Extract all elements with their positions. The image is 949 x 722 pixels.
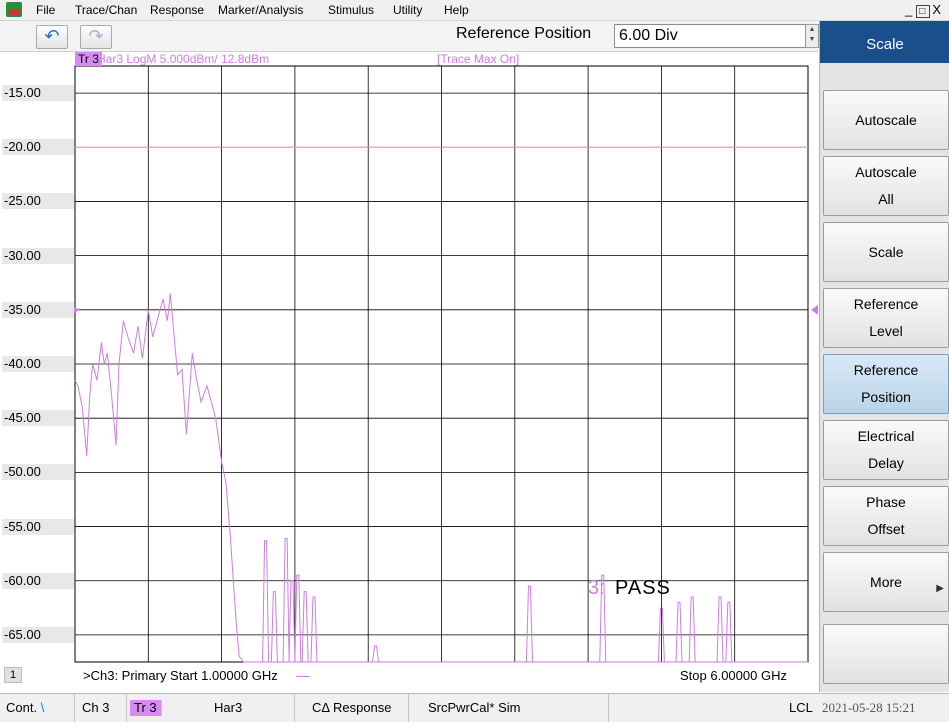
minimize-icon[interactable]: _ <box>905 2 915 17</box>
status-measurement: Har3 <box>214 694 295 722</box>
trace-spur <box>294 574 302 663</box>
status-datetime: 2021-05-28 15:21 <box>822 700 916 715</box>
trace-max-indicator: [Trace Max On] <box>437 52 520 66</box>
reference-position-value: 6.00 Div <box>619 27 678 44</box>
softkey-label: Scale <box>868 243 904 260</box>
trace-spur <box>675 601 683 663</box>
menu-utility[interactable]: Utility <box>393 3 423 17</box>
reference-position-input[interactable]: 6.00 Div <box>614 24 806 48</box>
y-tick-label: -40.00 <box>2 356 74 372</box>
trace-legend-line <box>296 676 310 677</box>
phase-offset-button[interactable]: Phase Offset <box>823 486 949 546</box>
trace-badge[interactable]: Tr 3 <box>75 52 102 66</box>
softkey-label: More <box>870 573 902 590</box>
restore-icon[interactable]: □ <box>916 5 931 18</box>
softkey-panel: Scale Autoscale Autoscale All Scale Refe… <box>819 21 949 692</box>
y-tick-label: -20.00 <box>2 139 74 156</box>
toolbar: ↶ ↷ Reference Position 6.00 Div ▲ ▼ <box>0 21 819 52</box>
softkey-label: Autoscale All <box>855 164 917 207</box>
status-response: CΔ Response <box>312 694 409 722</box>
status-trace[interactable]: Tr 3 <box>130 700 162 716</box>
undo-icon: ↶ <box>44 26 60 46</box>
menu-stimulus[interactable]: Stimulus <box>328 3 375 17</box>
y-tick-label: -15.00 <box>2 85 74 102</box>
trace-spur <box>725 601 733 663</box>
window-controls: _ □ X <box>903 2 945 18</box>
trace-info[interactable]: Har3 LogM 5.000dBm/ 12.8dBm <box>97 52 270 66</box>
status-sweep-mode[interactable]: Cont. \ <box>6 694 75 722</box>
menu-help[interactable]: Help <box>444 3 469 17</box>
softkey-label: Autoscale <box>855 111 917 128</box>
limit-test-channel: 3: <box>588 577 605 599</box>
redo-button[interactable]: ↷ <box>80 25 112 49</box>
trace-spur <box>716 596 724 663</box>
status-calibration: SrcPwrCal* Sim <box>428 694 609 722</box>
undo-button[interactable]: ↶ <box>36 25 68 49</box>
softkey-label: Reference Level <box>853 296 919 339</box>
blank-softkey[interactable] <box>823 624 949 684</box>
trace-spur <box>262 540 270 663</box>
trace-spur <box>688 596 696 663</box>
y-tick-label: -50.00 <box>2 464 74 481</box>
softkey-label: Phase Offset <box>866 494 906 537</box>
menu-marker-analysis[interactable]: Marker/Analysis <box>218 3 304 17</box>
trace-spur <box>310 596 318 663</box>
y-tick-label: -25.00 <box>2 193 74 210</box>
reference-position-spinner[interactable]: ▲ ▼ <box>805 24 819 48</box>
trace-spur <box>372 645 380 663</box>
plot-canvas <box>72 65 818 663</box>
spur-group <box>262 537 733 663</box>
y-tick-label: -60.00 <box>2 572 74 589</box>
trace-plot: Tr 3 Har3 LogM 5.000dBm/ 12.8dBm [Trace … <box>0 52 818 692</box>
scale-button[interactable]: Scale <box>823 222 949 282</box>
redo-icon: ↷ <box>88 26 104 46</box>
trace-spur <box>525 585 533 663</box>
reference-marker-right-icon <box>811 304 818 315</box>
trace-spur <box>301 591 309 663</box>
status-lcl: LCL <box>789 700 813 715</box>
trace-spur <box>270 591 278 663</box>
y-tick-label: -55.00 <box>2 518 74 535</box>
y-tick-label: -35.00 <box>2 301 74 318</box>
y-tick-label: -45.00 <box>2 410 74 427</box>
status-bar: Cont. \ Ch 3 Tr 3 Har3 CΔ Response SrcPw… <box>0 693 949 722</box>
reference-position-label: Reference Position <box>456 25 592 42</box>
status-channel[interactable]: Ch 3 <box>82 694 127 722</box>
softkey-menu-title: Scale <box>820 21 949 63</box>
y-tick-label: -65.00 <box>2 626 74 643</box>
app-logo-icon <box>6 2 22 17</box>
plot-grid <box>74 65 809 663</box>
limit-test-status: PASS <box>615 577 671 599</box>
autoscale-all-button[interactable]: Autoscale All <box>823 156 949 216</box>
trace-spur <box>282 537 290 663</box>
channel-badge[interactable]: 1 <box>4 667 22 683</box>
reference-position-button[interactable]: Reference Position <box>823 354 949 414</box>
softkey-label: Reference Position <box>853 362 919 405</box>
autoscale-button[interactable]: Autoscale <box>823 90 949 150</box>
trace-spur <box>288 580 296 663</box>
sweep-indicator-icon: \ <box>40 700 45 715</box>
menu-response[interactable]: Response <box>150 3 205 17</box>
status-mode-text: Cont. <box>6 700 38 715</box>
trace-spur <box>599 574 607 663</box>
trace-line <box>74 293 808 663</box>
menu-file[interactable]: File <box>36 3 56 17</box>
close-icon[interactable]: X <box>932 2 943 17</box>
reference-level-button[interactable]: Reference Level <box>823 288 949 348</box>
more-button[interactable]: More ▶ <box>823 552 949 612</box>
chevron-right-icon: ▶ <box>936 583 944 594</box>
start-frequency: >Ch3: Primary Start 1.00000 GHz <box>83 668 278 683</box>
softkey-label: Electrical Delay <box>857 428 915 471</box>
menu-trace-chan[interactable]: Trace/Chan <box>75 3 138 17</box>
stop-frequency: Stop 6.00000 GHz <box>680 668 787 683</box>
y-tick-label: -30.00 <box>2 247 74 264</box>
electrical-delay-button[interactable]: Electrical Delay <box>823 420 949 480</box>
trace-spur <box>657 607 665 663</box>
menu-bar: File Trace/Chan Response Marker/Analysis… <box>0 0 949 21</box>
